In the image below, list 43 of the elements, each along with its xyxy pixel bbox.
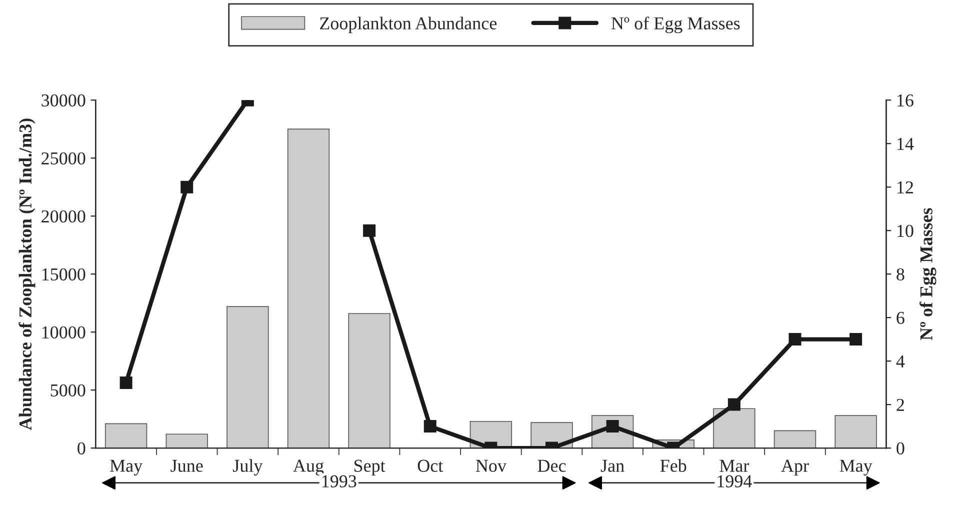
x-tick-label: May xyxy=(840,460,872,476)
y2-tick-label: 12 xyxy=(898,181,913,194)
legend-label: Nº of Egg Masses xyxy=(611,16,740,34)
bar xyxy=(774,430,816,448)
y2-axis-title: Nº of Egg Masses xyxy=(920,208,936,340)
y-tick-label: 0 xyxy=(78,442,86,454)
y-tick-label: 20000 xyxy=(42,210,86,223)
x-tick-label: Jan xyxy=(600,460,624,472)
bar xyxy=(166,434,208,448)
bar xyxy=(226,306,269,448)
y-tick-label: 15000 xyxy=(42,268,86,281)
y2-tick-label: 4 xyxy=(896,355,905,368)
y2-tick-label: 2 xyxy=(896,398,904,411)
y2-tick-label: 16 xyxy=(898,94,914,107)
text: 1993 xyxy=(322,475,356,488)
x-tick-label: Oct xyxy=(418,460,444,472)
y-tick-label: 25000 xyxy=(42,152,86,165)
y-tick-label: 30000 xyxy=(42,94,86,107)
bar xyxy=(834,415,877,448)
legend-label: Zooplankton Abundance xyxy=(320,16,497,34)
bar xyxy=(104,423,148,448)
text: 1994 xyxy=(718,475,752,488)
y2-tick-label: 14 xyxy=(898,138,914,150)
x-tick-label: Dec xyxy=(538,460,566,472)
bar xyxy=(713,408,756,448)
x-tick-label: Sept xyxy=(354,460,386,476)
x-tick-label: Apr xyxy=(781,460,809,476)
x-tick-label: Aug xyxy=(293,460,324,476)
y-axis-title: Abundance of Zooplankton (Nº Ind./m3) xyxy=(18,118,36,430)
y2-tick-label: 10 xyxy=(898,224,914,238)
y2-tick-label: 6 xyxy=(896,312,904,324)
x-tick-label: July xyxy=(233,459,263,476)
y2-tick-label: 0 xyxy=(896,442,904,454)
x-tick-label: Mar xyxy=(720,460,750,472)
x-tick-label: Feb xyxy=(660,459,686,472)
x-tick-label: June xyxy=(170,460,203,472)
bar xyxy=(287,128,330,448)
y-tick-label: 5000 xyxy=(50,384,86,396)
bar xyxy=(348,313,390,448)
y2-tick-label: 8 xyxy=(896,268,904,281)
x-tick-label: May xyxy=(110,460,143,476)
y-tick-label: 10000 xyxy=(42,326,86,339)
x-tick-label: Nov xyxy=(476,460,506,472)
